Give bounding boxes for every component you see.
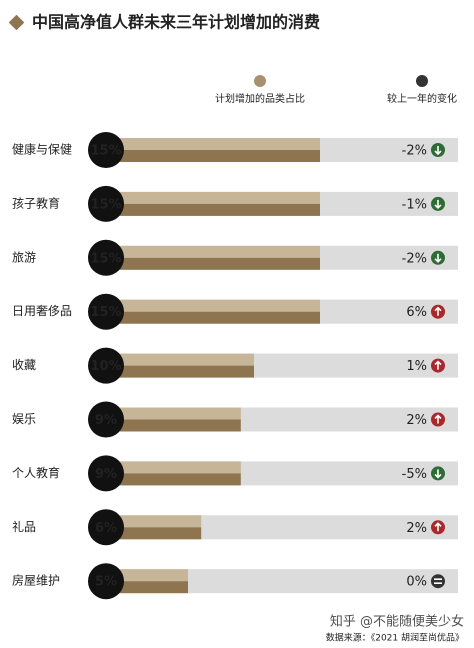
chart-title: 中国高净值人群未来三年计划增加的消费 (32, 13, 320, 32)
icon-glyph (434, 578, 442, 584)
icon-glyph (434, 306, 442, 316)
icon-glyph (434, 360, 442, 370)
bar-bottom (100, 473, 241, 486)
value-label: 9% (95, 467, 117, 482)
bar-top (100, 299, 320, 312)
watermark: 知乎 @不能随便美少女 (330, 614, 464, 630)
change-icon (431, 196, 445, 211)
icon-circle (431, 574, 445, 589)
bar-bottom (100, 365, 254, 378)
change-icon (431, 574, 445, 589)
value-badge (88, 132, 124, 168)
icon-glyph (434, 146, 442, 156)
bar-bottom (100, 150, 320, 162)
change-icon (431, 250, 445, 265)
legend-label: 计划增加的品类占比 (215, 92, 305, 105)
change-icon (431, 304, 445, 319)
bar (100, 353, 254, 378)
category-label: 娱乐 (12, 412, 36, 426)
bar-bottom (100, 527, 202, 540)
bar (100, 191, 320, 216)
bar (100, 299, 320, 324)
category-label: 礼品 (12, 519, 36, 534)
value-label: 15% (90, 197, 121, 212)
bar-bottom (100, 419, 241, 432)
bar (100, 407, 241, 432)
change-label: -2% (402, 251, 427, 266)
icon-glyph (434, 469, 442, 479)
category-label: 收藏 (12, 358, 36, 372)
source: 数据来源：《2021 胡润至尚优品》 (326, 632, 464, 644)
change-label: 6% (406, 305, 427, 320)
category-label: 房屋维护 (12, 573, 60, 588)
legend-label: 较上一年的变化 (387, 92, 457, 105)
change-label: 1% (406, 359, 427, 374)
bar (100, 138, 320, 162)
change-icon (431, 520, 445, 535)
value-label: 9% (95, 413, 117, 428)
value-badge (88, 293, 124, 330)
value-label: 5% (95, 575, 117, 590)
bar-top (100, 245, 320, 258)
change-icon (431, 466, 445, 481)
bar (100, 245, 320, 270)
bar (100, 515, 202, 540)
bar-top (100, 191, 320, 204)
category-label: 日用奢侈品 (12, 304, 72, 318)
bar (100, 461, 241, 486)
legend-dot (416, 75, 428, 87)
value-badge (88, 563, 124, 600)
value-badge (88, 509, 124, 546)
bar-bottom (100, 257, 320, 270)
change-label: -2% (402, 144, 427, 159)
value-badge (88, 455, 124, 492)
bar-top (100, 515, 202, 528)
bar-top (100, 407, 241, 420)
value-badge (88, 401, 124, 438)
value-badge (88, 239, 124, 276)
change-label: -5% (402, 467, 427, 482)
value-badge (88, 347, 124, 384)
bar-bottom (100, 311, 320, 324)
category-label: 旅游 (12, 250, 36, 264)
change-icon (431, 143, 445, 157)
legend-dot (254, 75, 266, 87)
icon-glyph (434, 522, 442, 532)
value-label: 10% (90, 359, 121, 374)
value-badge (88, 185, 124, 222)
bar-top (100, 353, 254, 366)
title-icon (8, 14, 25, 31)
change-label: 0% (406, 575, 427, 590)
category-label: 孩子教育 (12, 195, 60, 210)
value-label: 15% (90, 144, 121, 159)
change-label: 2% (406, 413, 427, 428)
value-label: 6% (95, 521, 117, 536)
value-label: 15% (90, 251, 121, 266)
category-label: 健康与保健 (12, 142, 72, 157)
bar-bottom (100, 203, 320, 216)
category-label: 个人教育 (12, 465, 60, 480)
change-label: -1% (402, 197, 427, 212)
change-icon (431, 358, 445, 373)
icon-glyph (434, 414, 442, 424)
change-icon (431, 412, 445, 427)
change-label: 2% (406, 521, 427, 536)
bar-top (100, 138, 320, 150)
icon-glyph (434, 253, 442, 263)
icon-glyph (434, 199, 442, 210)
bar-top (100, 461, 241, 474)
value-label: 15% (90, 305, 121, 320)
